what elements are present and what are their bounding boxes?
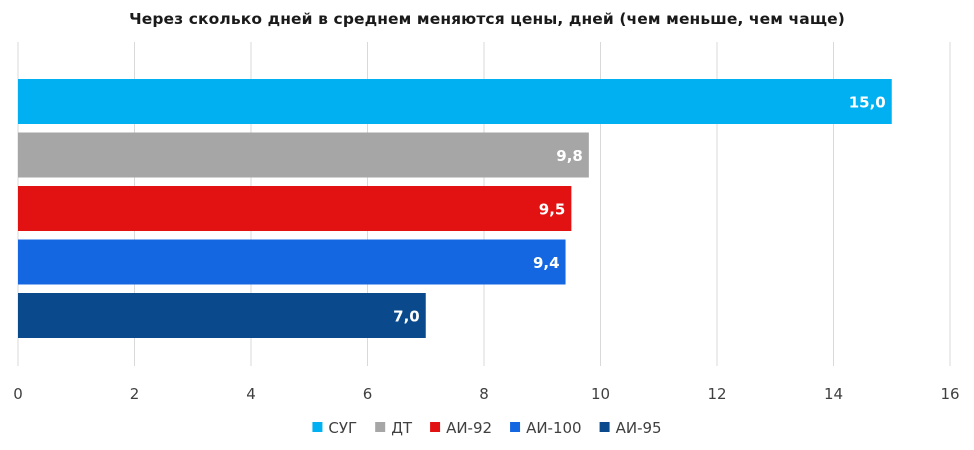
x-tick-label: 2 bbox=[130, 385, 140, 403]
legend-swatch bbox=[599, 422, 610, 432]
x-tick-label: 14 bbox=[824, 385, 843, 403]
chart-title: Через сколько дней в среднем меняются це… bbox=[129, 10, 845, 28]
bar-ДТ bbox=[18, 132, 589, 178]
bar-АИ-92 bbox=[18, 186, 572, 231]
data-label: 9,4 bbox=[533, 254, 560, 272]
bars: 15,0 9,8 9,5 9,4 7,0 bbox=[18, 79, 892, 338]
data-label: 7,0 bbox=[393, 308, 420, 326]
legend-swatch bbox=[510, 422, 521, 432]
data-label: 15,0 bbox=[849, 94, 886, 112]
legend-swatch bbox=[375, 422, 386, 432]
data-label: 9,8 bbox=[556, 147, 583, 165]
x-tick-label: 16 bbox=[940, 385, 959, 403]
legend-label: АИ-95 bbox=[616, 419, 662, 437]
legend-label: АИ-92 bbox=[446, 419, 492, 437]
x-tick-label: 4 bbox=[246, 385, 256, 403]
legend-label: АИ-100 bbox=[526, 419, 582, 437]
legend-label: СУГ bbox=[328, 419, 357, 437]
bar-СУГ bbox=[18, 79, 892, 124]
x-tick-label: 12 bbox=[707, 385, 726, 403]
x-axis-ticks: 0 2 4 6 8 10 12 14 16 bbox=[13, 385, 959, 403]
data-label: 9,5 bbox=[539, 201, 566, 219]
bar-АИ-95 bbox=[18, 293, 426, 338]
bar-АИ-100 bbox=[18, 239, 566, 285]
x-tick-label: 0 bbox=[13, 385, 23, 403]
legend-label: ДТ bbox=[391, 419, 413, 437]
x-tick-label: 8 bbox=[479, 385, 489, 403]
x-tick-label: 10 bbox=[591, 385, 610, 403]
legend-swatch bbox=[312, 422, 323, 432]
legend: СУГ ДТ АИ-92 АИ-100 АИ-95 bbox=[312, 419, 662, 437]
legend-swatch bbox=[430, 422, 441, 432]
x-tick-label: 6 bbox=[363, 385, 373, 403]
